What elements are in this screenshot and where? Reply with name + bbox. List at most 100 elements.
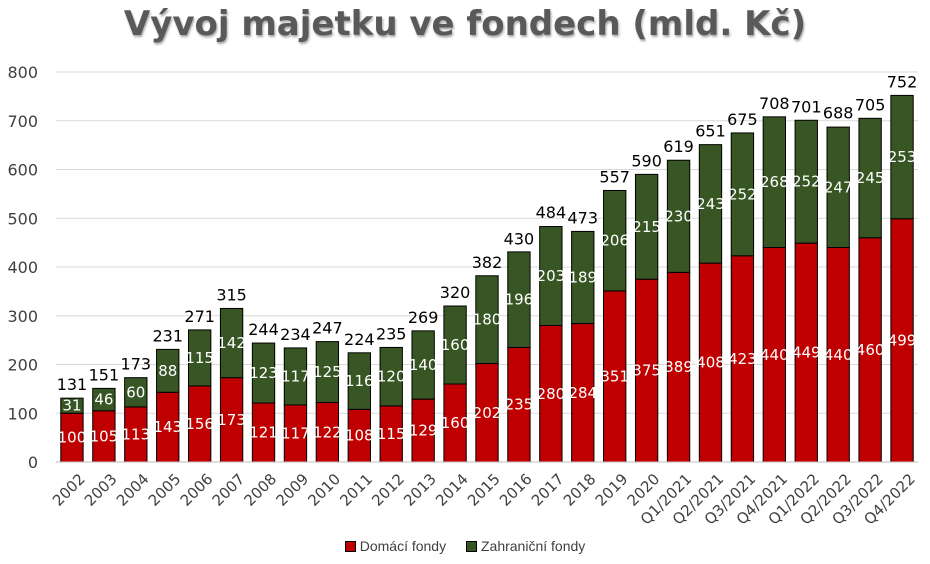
data-label-foreign: 196 [505,291,534,309]
data-label-total: 235 [376,324,407,343]
y-tick-label: 400 [7,258,38,277]
bar-foreign [92,387,116,412]
bar-foreign [475,275,499,365]
data-label-total: 231 [152,326,183,345]
legend-label-domestic: Domácí fondy [359,538,447,554]
bar-foreign [890,94,914,220]
x-tick-label: 2005 [145,470,185,510]
x-tick-label: 2017 [528,470,568,510]
data-label-foreign: 46 [94,391,113,409]
data-label-total: 752 [887,72,918,91]
x-tick-label: 2010 [304,470,344,510]
y-tick-label: 100 [7,404,38,423]
data-label-foreign: 117 [281,367,310,385]
y-tick-label: 200 [7,356,38,375]
x-tick-label: 2002 [49,470,89,510]
data-label-domestic: 108 [345,427,374,445]
data-label-total: 320 [440,283,471,302]
y-tick-label: 0 [28,453,38,472]
data-label-foreign: 206 [600,232,629,250]
bar-foreign [347,352,371,410]
data-label-foreign: 60 [126,383,145,401]
y-tick-label: 800 [7,63,38,82]
bar-foreign [124,377,148,408]
data-label-domestic: 460 [856,341,885,359]
data-label-total: 688 [823,104,854,123]
x-tick-label: 2018 [560,470,600,510]
bar-foreign [219,307,244,379]
bar-foreign [539,226,563,327]
data-label-domestic: 143 [153,418,182,436]
y-tick-label: 300 [7,307,38,326]
data-label-total: 651 [695,122,726,141]
data-label-total: 708 [759,94,790,113]
data-label-total: 224 [344,330,375,349]
data-label-foreign: 116 [345,372,374,390]
data-label-domestic: 115 [377,425,406,443]
data-label-total: 131 [57,375,88,394]
x-tick-label: 2012 [368,470,408,510]
data-label-foreign: 180 [473,311,502,329]
data-label-foreign: 140 [409,356,438,374]
y-tick-label: 600 [7,161,38,180]
x-tick-label: 2004 [113,470,153,510]
data-label-domestic: 173 [217,411,246,429]
x-tick-label: 2013 [400,470,440,510]
data-label-foreign: 230 [664,207,693,225]
bar-foreign [603,189,627,292]
data-label-domestic: 351 [600,367,629,385]
data-label-foreign: 120 [377,368,406,386]
bar-foreign [634,173,659,280]
data-label-domestic: 389 [664,358,693,376]
data-label-foreign: 252 [728,185,757,203]
bar-foreign [826,126,850,248]
data-label-domestic: 440 [760,346,789,364]
bar-foreign [762,116,787,248]
data-label-domestic: 129 [409,422,438,440]
data-label-total: 247 [312,319,343,338]
data-label-domestic: 423 [728,350,757,368]
legend-swatch-foreign [465,540,477,552]
data-label-domestic: 280 [537,385,566,403]
x-tick-label: 2019 [592,470,632,510]
data-label-foreign: 142 [217,334,246,352]
data-label-total: 430 [504,229,535,248]
data-label-total: 244 [248,320,279,339]
x-tick-label: 2016 [496,470,536,510]
data-label-total: 315 [216,285,247,304]
data-label-domestic: 202 [473,404,502,422]
data-label-total: 675 [727,110,758,129]
bar-foreign [187,329,212,387]
bar-foreign [507,251,531,348]
data-label-foreign: 203 [537,267,566,285]
bar-foreign [283,347,308,406]
data-label-foreign: 123 [249,364,278,382]
data-label-domestic: 235 [505,396,534,414]
data-label-foreign: 115 [185,349,214,367]
data-label-domestic: 100 [58,429,87,447]
data-label-total: 173 [121,355,152,374]
data-label-foreign: 31 [62,397,81,415]
data-label-domestic: 408 [696,354,725,372]
data-label-domestic: 375 [632,362,661,380]
data-label-foreign: 215 [632,218,661,236]
data-label-domestic: 284 [568,384,597,402]
legend-item-domestic: Domácí fondy [344,538,447,554]
legend-label-foreign: Zahraniční fondy [480,538,586,554]
data-label-foreign: 245 [856,169,885,187]
data-label-total: 271 [184,307,215,326]
y-tick-label: 700 [7,112,38,131]
data-label-domestic: 113 [121,425,150,443]
data-label-foreign: 243 [696,195,725,213]
data-label-domestic: 122 [313,423,342,441]
bar-foreign [666,159,691,273]
data-label-total: 557 [599,167,630,186]
x-tick-label: 2007 [209,470,249,510]
bar-foreign [379,346,403,407]
data-label-total: 151 [89,365,120,384]
bar-foreign [794,119,818,244]
legend-item-foreign: Zahraniční fondy [465,538,586,554]
legend: Domácí fondy Zahraniční fondy [0,538,930,555]
data-label-total: 484 [536,203,567,222]
